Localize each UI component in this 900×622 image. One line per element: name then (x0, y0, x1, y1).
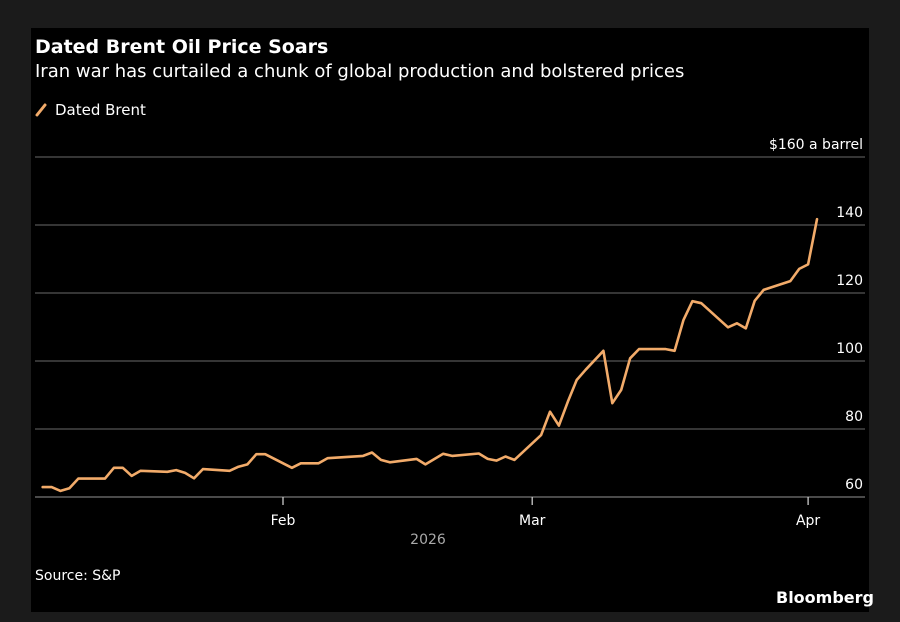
series-line-dated-brent (41, 217, 819, 493)
legend-line-icon (35, 103, 47, 117)
x-tick-label: Apr (796, 513, 820, 529)
y-tick-label: 60 (845, 477, 863, 493)
bloomberg-logo: Bloomberg (776, 588, 874, 607)
chart-panel (31, 28, 869, 612)
y-tick-label: 80 (845, 409, 863, 425)
x-tick-label: Feb (271, 513, 296, 529)
source-note: Source: S&P (35, 568, 121, 584)
y-tick-label: 140 (836, 205, 863, 221)
x-tick-label: Mar (519, 513, 546, 529)
chart-subtitle: Iran war has curtailed a chunk of global… (35, 61, 685, 82)
y-tick-label: $160 a barrel (769, 137, 863, 153)
y-tick-label: 120 (836, 273, 863, 289)
chart-title: Dated Brent Oil Price Soars (35, 36, 329, 58)
y-tick-label: 100 (836, 341, 863, 357)
legend-label: Dated Brent (55, 101, 146, 119)
x-year-label: 2026 (410, 532, 446, 548)
legend: Dated Brent (35, 101, 146, 119)
